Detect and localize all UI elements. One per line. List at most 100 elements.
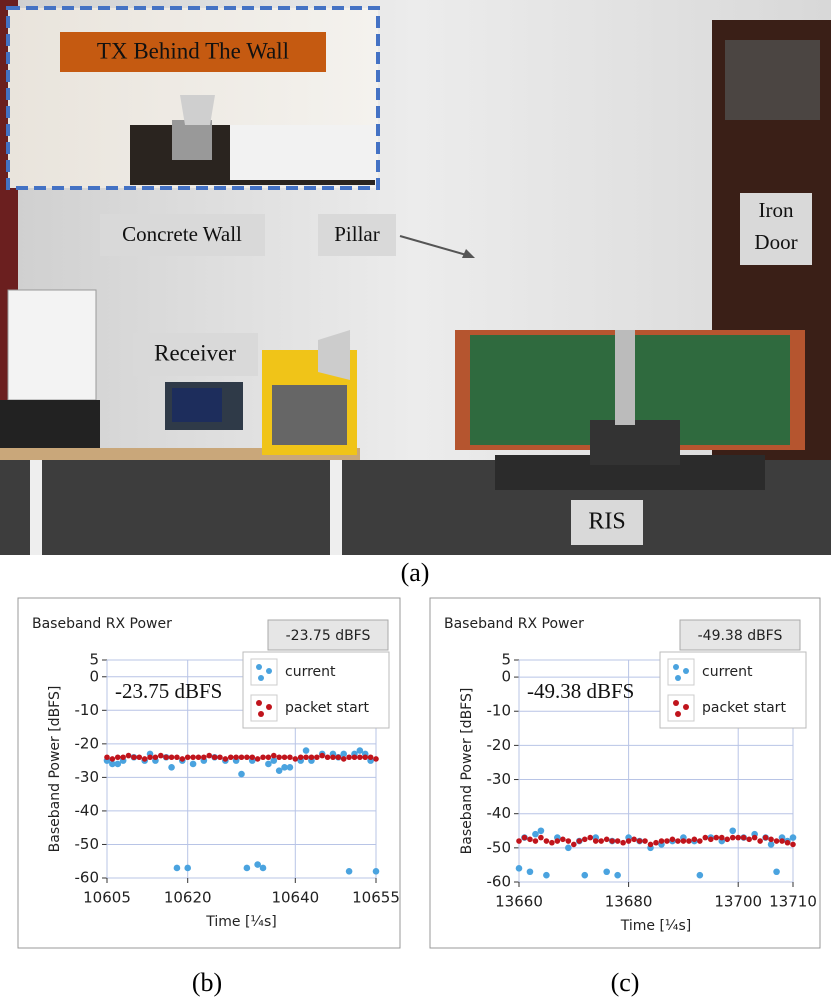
- x-tick-label: 10605: [83, 889, 131, 907]
- point: [625, 838, 632, 844]
- point: [297, 754, 304, 761]
- point: [114, 754, 121, 761]
- point: [746, 836, 752, 843]
- point: [281, 764, 288, 771]
- point: [680, 838, 687, 844]
- y-tick-label: -60: [75, 869, 100, 887]
- point: [516, 838, 522, 844]
- point: [125, 752, 132, 759]
- y-tick-label: 0: [501, 668, 511, 686]
- y-tick-label: 5: [501, 651, 511, 669]
- x-tick-label: 13660: [495, 893, 543, 911]
- point: [686, 838, 692, 844]
- point: [211, 754, 218, 761]
- point: [340, 756, 347, 762]
- photo: TX Behind The Wall Concrete Wall Pillar …: [0, 0, 831, 555]
- point: [729, 827, 737, 835]
- point: [158, 752, 164, 759]
- point: [168, 754, 175, 761]
- readout: -49.38 dBFS: [698, 628, 783, 644]
- point: [521, 834, 528, 841]
- y-tick-label: -10: [487, 702, 512, 720]
- point: [190, 754, 196, 761]
- point: [276, 754, 282, 761]
- chart-title: Baseband RX Power: [444, 616, 584, 632]
- point: [195, 754, 202, 761]
- x-tick-label: 10640: [271, 889, 319, 907]
- point: [141, 756, 148, 762]
- point: [592, 838, 599, 844]
- legend-dot: [675, 711, 681, 717]
- point: [664, 838, 670, 844]
- legend-icon-box: [667, 694, 695, 722]
- readout: -23.75 dBFS: [286, 628, 371, 644]
- point: [201, 754, 207, 761]
- point: [538, 834, 544, 841]
- caption: (a): [401, 558, 430, 587]
- y-tick-label: -30: [75, 768, 100, 786]
- point: [259, 864, 267, 872]
- caption: (b): [192, 968, 222, 997]
- point: [636, 838, 643, 844]
- point: [136, 754, 143, 761]
- point: [527, 836, 533, 843]
- point: [362, 754, 369, 761]
- y-tick-label: -30: [487, 770, 512, 788]
- point: [560, 836, 566, 843]
- point: [351, 754, 358, 761]
- point: [537, 827, 545, 835]
- point: [587, 834, 594, 841]
- point: [515, 865, 523, 872]
- point: [114, 760, 122, 768]
- legend-dot: [266, 704, 272, 710]
- legend-dot: [673, 700, 679, 706]
- point: [314, 754, 320, 761]
- point: [532, 838, 539, 844]
- point: [647, 841, 654, 848]
- point: [184, 864, 191, 872]
- x-tick-label: 13680: [605, 893, 653, 911]
- x-axis-label: Time [¼s]: [620, 918, 692, 934]
- x-tick-label: 13700: [714, 893, 762, 911]
- point: [275, 767, 283, 774]
- point: [227, 754, 234, 761]
- point: [109, 760, 116, 768]
- y-tick-label: -20: [487, 736, 512, 754]
- point: [708, 836, 714, 843]
- y-axis-label: Baseband Power [dBFS]: [47, 686, 63, 853]
- legend-label: current: [285, 664, 336, 680]
- inset-label: TX Behind The Wall: [97, 38, 289, 63]
- point: [281, 754, 288, 761]
- point: [345, 867, 353, 875]
- point: [603, 836, 610, 843]
- point: [292, 756, 299, 762]
- photo-label: Concrete Wall: [122, 222, 242, 246]
- point: [773, 838, 780, 844]
- point: [757, 838, 763, 844]
- point: [270, 757, 278, 764]
- legend-icon-box: [667, 658, 695, 686]
- point: [784, 839, 791, 846]
- legend-label: packet start: [702, 700, 786, 716]
- legend-dot: [258, 711, 264, 717]
- point: [768, 836, 774, 843]
- point: [549, 839, 555, 846]
- point: [779, 838, 785, 844]
- point: [603, 868, 610, 876]
- point: [120, 754, 126, 761]
- legend-dot: [673, 664, 679, 670]
- point: [740, 834, 747, 841]
- x-axis-label: Time [¼s]: [205, 914, 277, 930]
- point: [308, 754, 315, 761]
- y-tick-label: -40: [487, 804, 512, 822]
- y-tick-label: -60: [487, 873, 512, 891]
- point: [286, 764, 294, 771]
- y-tick-label: -10: [75, 701, 100, 719]
- x-tick-label: 13710: [769, 893, 817, 911]
- legend-icon-box: [250, 658, 278, 686]
- legend-dot: [256, 700, 262, 706]
- point: [642, 838, 648, 844]
- point: [718, 834, 725, 841]
- point: [356, 747, 364, 754]
- point: [340, 750, 348, 758]
